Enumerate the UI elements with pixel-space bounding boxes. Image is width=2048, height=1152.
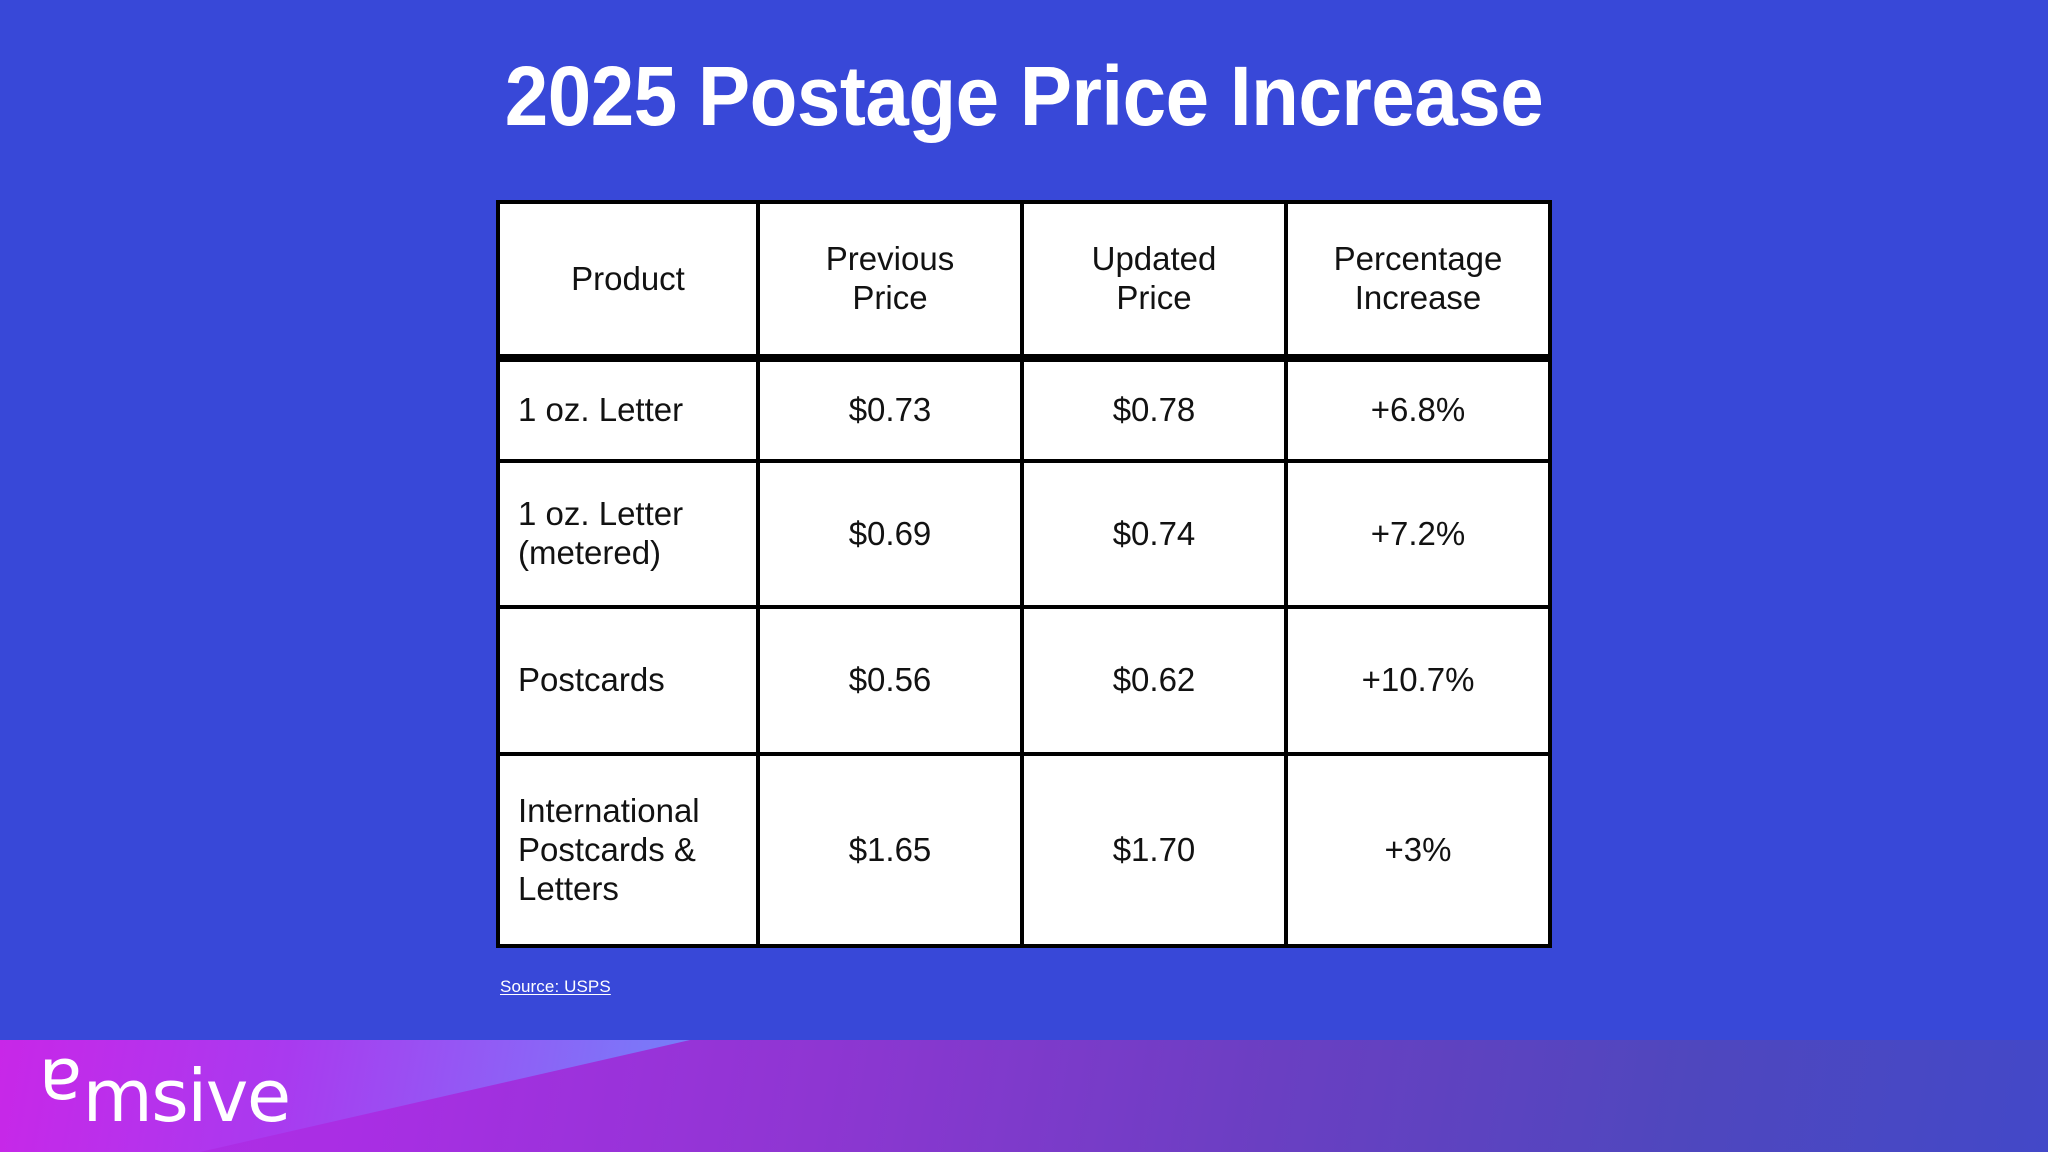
cell-updated-price: $0.74 [1024, 463, 1288, 609]
column-header-product-line1: Product [571, 259, 685, 297]
cell-previous-price: $0.73 [760, 358, 1024, 464]
cell-product: International Postcards & Letters [496, 756, 760, 948]
logo-rotated-a: a [40, 1042, 83, 1127]
table-header: Product Previous Price Updated Price Per… [496, 200, 1552, 358]
column-header-updated-price-line1: Updated [1091, 240, 1217, 278]
price-table-container: Product Previous Price Updated Price Per… [496, 200, 1552, 948]
footer-banner: a msive [0, 1040, 2048, 1152]
column-header-updated-price: Updated Price [1024, 200, 1288, 358]
table-row: International Postcards & Letters $1.65 … [496, 756, 1552, 948]
amsive-logo: a msive [40, 1042, 292, 1138]
cell-updated-price: $0.62 [1024, 608, 1288, 757]
cell-percentage-increase: +6.8% [1288, 358, 1552, 464]
footer-diagonal-shape [200, 1040, 2048, 1152]
cell-product: 1 oz. Letter [496, 358, 760, 464]
cell-product: Postcards [496, 608, 760, 757]
price-table: Product Previous Price Updated Price Per… [496, 200, 1552, 948]
table-body: 1 oz. Letter $0.73 $0.78 +6.8% 1 oz. Let… [496, 358, 1552, 948]
logo-text-rest: msive [82, 1054, 292, 1138]
table-row: Postcards $0.56 $0.62 +10.7% [496, 608, 1552, 757]
table-row: 1 oz. Letter (metered) $0.69 $0.74 +7.2% [496, 463, 1552, 609]
cell-previous-price: $0.69 [760, 463, 1024, 609]
cell-previous-price: $1.65 [760, 756, 1024, 948]
cell-percentage-increase: +10.7% [1288, 608, 1552, 757]
source-link[interactable]: Source: USPS [500, 977, 611, 996]
cell-updated-price: $1.70 [1024, 756, 1288, 948]
cell-updated-price: $0.78 [1024, 358, 1288, 464]
cell-previous-price: $0.56 [760, 608, 1024, 757]
column-header-updated-price-line2: Price [1116, 279, 1192, 316]
cell-product: 1 oz. Letter (metered) [496, 463, 760, 609]
column-header-previous-price: Previous Price [760, 200, 1024, 358]
column-header-percentage-increase: Percentage Increase [1288, 200, 1552, 358]
column-header-previous-price-line1: Previous [825, 240, 955, 278]
column-header-previous-price-line2: Price [852, 279, 928, 316]
column-header-percentage-increase-line1: Percentage [1333, 240, 1503, 278]
table-header-row: Product Previous Price Updated Price Per… [496, 200, 1552, 358]
column-header-percentage-increase-line2: Increase [1354, 279, 1482, 316]
column-header-product: Product [496, 200, 760, 358]
page-title: 2025 Postage Price Increase [504, 49, 1544, 143]
cell-percentage-increase: +3% [1288, 756, 1552, 948]
table-row: 1 oz. Letter $0.73 $0.78 +6.8% [496, 358, 1552, 464]
cell-percentage-increase: +7.2% [1288, 463, 1552, 609]
